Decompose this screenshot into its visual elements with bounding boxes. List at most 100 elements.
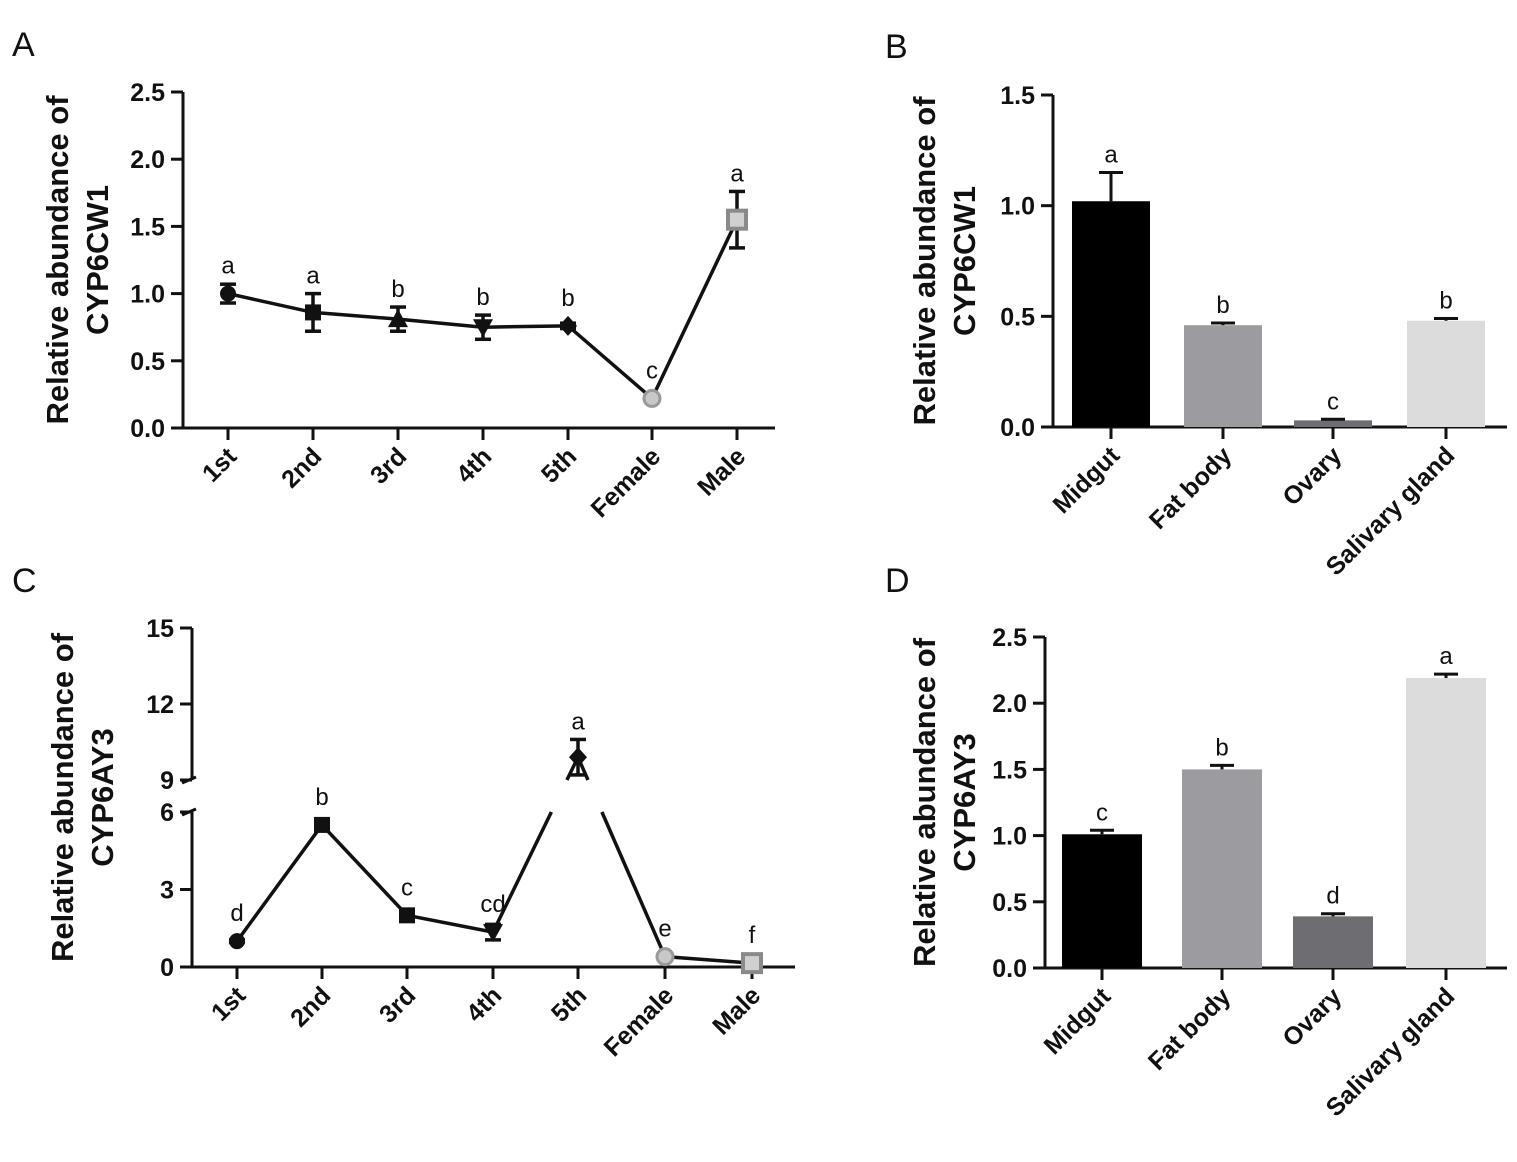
- bar: [1293, 916, 1373, 968]
- x-tick-label: Male: [692, 442, 751, 501]
- x-tick-label: 4th: [461, 981, 507, 1027]
- significance-label: b: [315, 784, 328, 811]
- data-point: [305, 304, 321, 321]
- significance-label: a: [1104, 141, 1118, 168]
- data-point: [220, 285, 236, 302]
- data-point: [229, 933, 245, 950]
- y-tick-label: 1.0: [130, 281, 165, 309]
- y-tick-label: 12: [146, 691, 174, 719]
- bar: [1406, 678, 1486, 968]
- significance-label: e: [658, 916, 671, 943]
- data-point: [314, 816, 330, 833]
- y-tick-label: 2.5: [992, 624, 1027, 652]
- panel-c: C 0 3 6 9 12 15 Relative abundance of CYP6AY3 1st…: [12, 562, 795, 1062]
- y-axis-label: CYP6AY3: [85, 728, 120, 866]
- significance-label: b: [561, 285, 574, 312]
- x-tick-label: Male: [707, 981, 766, 1040]
- significance-label: cd: [480, 891, 505, 918]
- y-tick-label: 3: [160, 877, 174, 905]
- significance-label: c: [646, 357, 658, 384]
- y-axis-label: Relative abundance of: [907, 637, 942, 967]
- data-point: [399, 907, 415, 924]
- bar: [1294, 420, 1372, 427]
- significance-label: a: [571, 708, 585, 735]
- significance-label: a: [730, 160, 744, 187]
- panel-b: B 0.0 0.5 1.0 1.5 Relative abundance of CYP6CW…: [885, 28, 1507, 581]
- y-tick-label: 0.5: [992, 889, 1027, 917]
- panel-letter: D: [885, 562, 910, 600]
- x-tick-label: Fat body: [1143, 982, 1237, 1076]
- panel-letter: B: [885, 28, 908, 66]
- bar: [1407, 320, 1485, 427]
- bar: [1182, 769, 1262, 968]
- y-axis-label: Relative abundance of: [907, 96, 942, 426]
- significance-label: c: [1327, 388, 1339, 415]
- y-tick-label: 0.0: [992, 955, 1027, 983]
- x-tick-label: Female: [586, 442, 667, 523]
- significance-label: f: [749, 922, 756, 949]
- series-line: [320, 823, 409, 917]
- data-point: [388, 309, 408, 328]
- y-tick-label: 1.0: [1000, 193, 1035, 221]
- x-tick-label: Female: [599, 981, 680, 1062]
- significance-label: d: [1326, 883, 1339, 910]
- bar: [1062, 834, 1142, 968]
- data-point: [655, 947, 675, 967]
- y-tick-label: 1.0: [992, 823, 1027, 851]
- significance-label: c: [1096, 799, 1108, 826]
- data-point: [642, 388, 662, 408]
- data-point: [569, 747, 587, 768]
- y-tick-label: 0.0: [130, 415, 165, 443]
- x-tick-label: 1st: [206, 981, 252, 1027]
- panel-letter: A: [12, 26, 35, 64]
- data-point: [559, 315, 577, 336]
- panel-letter: C: [12, 562, 37, 600]
- y-tick-label: 0: [160, 954, 174, 982]
- y-tick-label: 1.5: [992, 756, 1027, 784]
- significance-label: b: [391, 276, 404, 303]
- y-axis-label: CYP6CW1: [947, 186, 982, 336]
- significance-label: a: [306, 263, 320, 290]
- y-tick-label: 1.5: [1000, 82, 1035, 110]
- x-tick-label: 3rd: [374, 981, 421, 1028]
- data-point: [726, 208, 748, 231]
- x-tick-label: 1st: [197, 442, 243, 488]
- y-axis-label: Relative abundance of: [45, 632, 80, 962]
- x-tick-label: Ovary: [1277, 982, 1347, 1052]
- y-tick-label: 15: [146, 615, 174, 643]
- x-tick-label: 3rd: [365, 442, 412, 489]
- significance-label: b: [1216, 292, 1229, 319]
- x-tick-label: Midgut: [1039, 982, 1117, 1060]
- x-tick-label: 5th: [546, 981, 592, 1027]
- y-tick-label: 1.5: [130, 213, 165, 241]
- y-axis-label: CYP6CW1: [80, 185, 115, 335]
- x-tick-label: Midgut: [1048, 441, 1126, 519]
- y-axis-label: CYP6AY3: [947, 733, 982, 871]
- panel-d: D 0.0 0.5 1.0 1.5 2.0 2.5 Relative abundance of…: [885, 562, 1507, 1122]
- data-point: [483, 924, 503, 943]
- y-tick-label: 0.5: [1000, 303, 1035, 331]
- x-tick-label: 2nd: [276, 442, 327, 493]
- y-tick-label: 2.0: [130, 146, 165, 174]
- significance-label: c: [401, 874, 413, 901]
- x-tick-label: 5th: [536, 442, 582, 488]
- significance-label: a: [1439, 643, 1453, 670]
- y-tick-label: 9: [160, 767, 174, 795]
- y-tick-label: 2.0: [992, 690, 1027, 718]
- y-tick-label: 6: [160, 799, 174, 827]
- bar: [1184, 325, 1262, 427]
- y-tick-label: 2.5: [130, 79, 165, 107]
- significance-label: b: [476, 284, 489, 311]
- series-line: [491, 811, 553, 933]
- series-line: [235, 823, 324, 943]
- data-point: [473, 319, 493, 338]
- y-axis-label: Relative abundance of: [40, 95, 75, 425]
- significance-label: b: [1439, 288, 1452, 315]
- significance-label: a: [221, 253, 235, 280]
- series-line: [600, 811, 667, 958]
- x-tick-label: 2nd: [285, 981, 336, 1032]
- x-tick-label: 4th: [451, 442, 497, 488]
- x-tick-label: Fat body: [1144, 441, 1238, 535]
- bar: [1072, 201, 1150, 427]
